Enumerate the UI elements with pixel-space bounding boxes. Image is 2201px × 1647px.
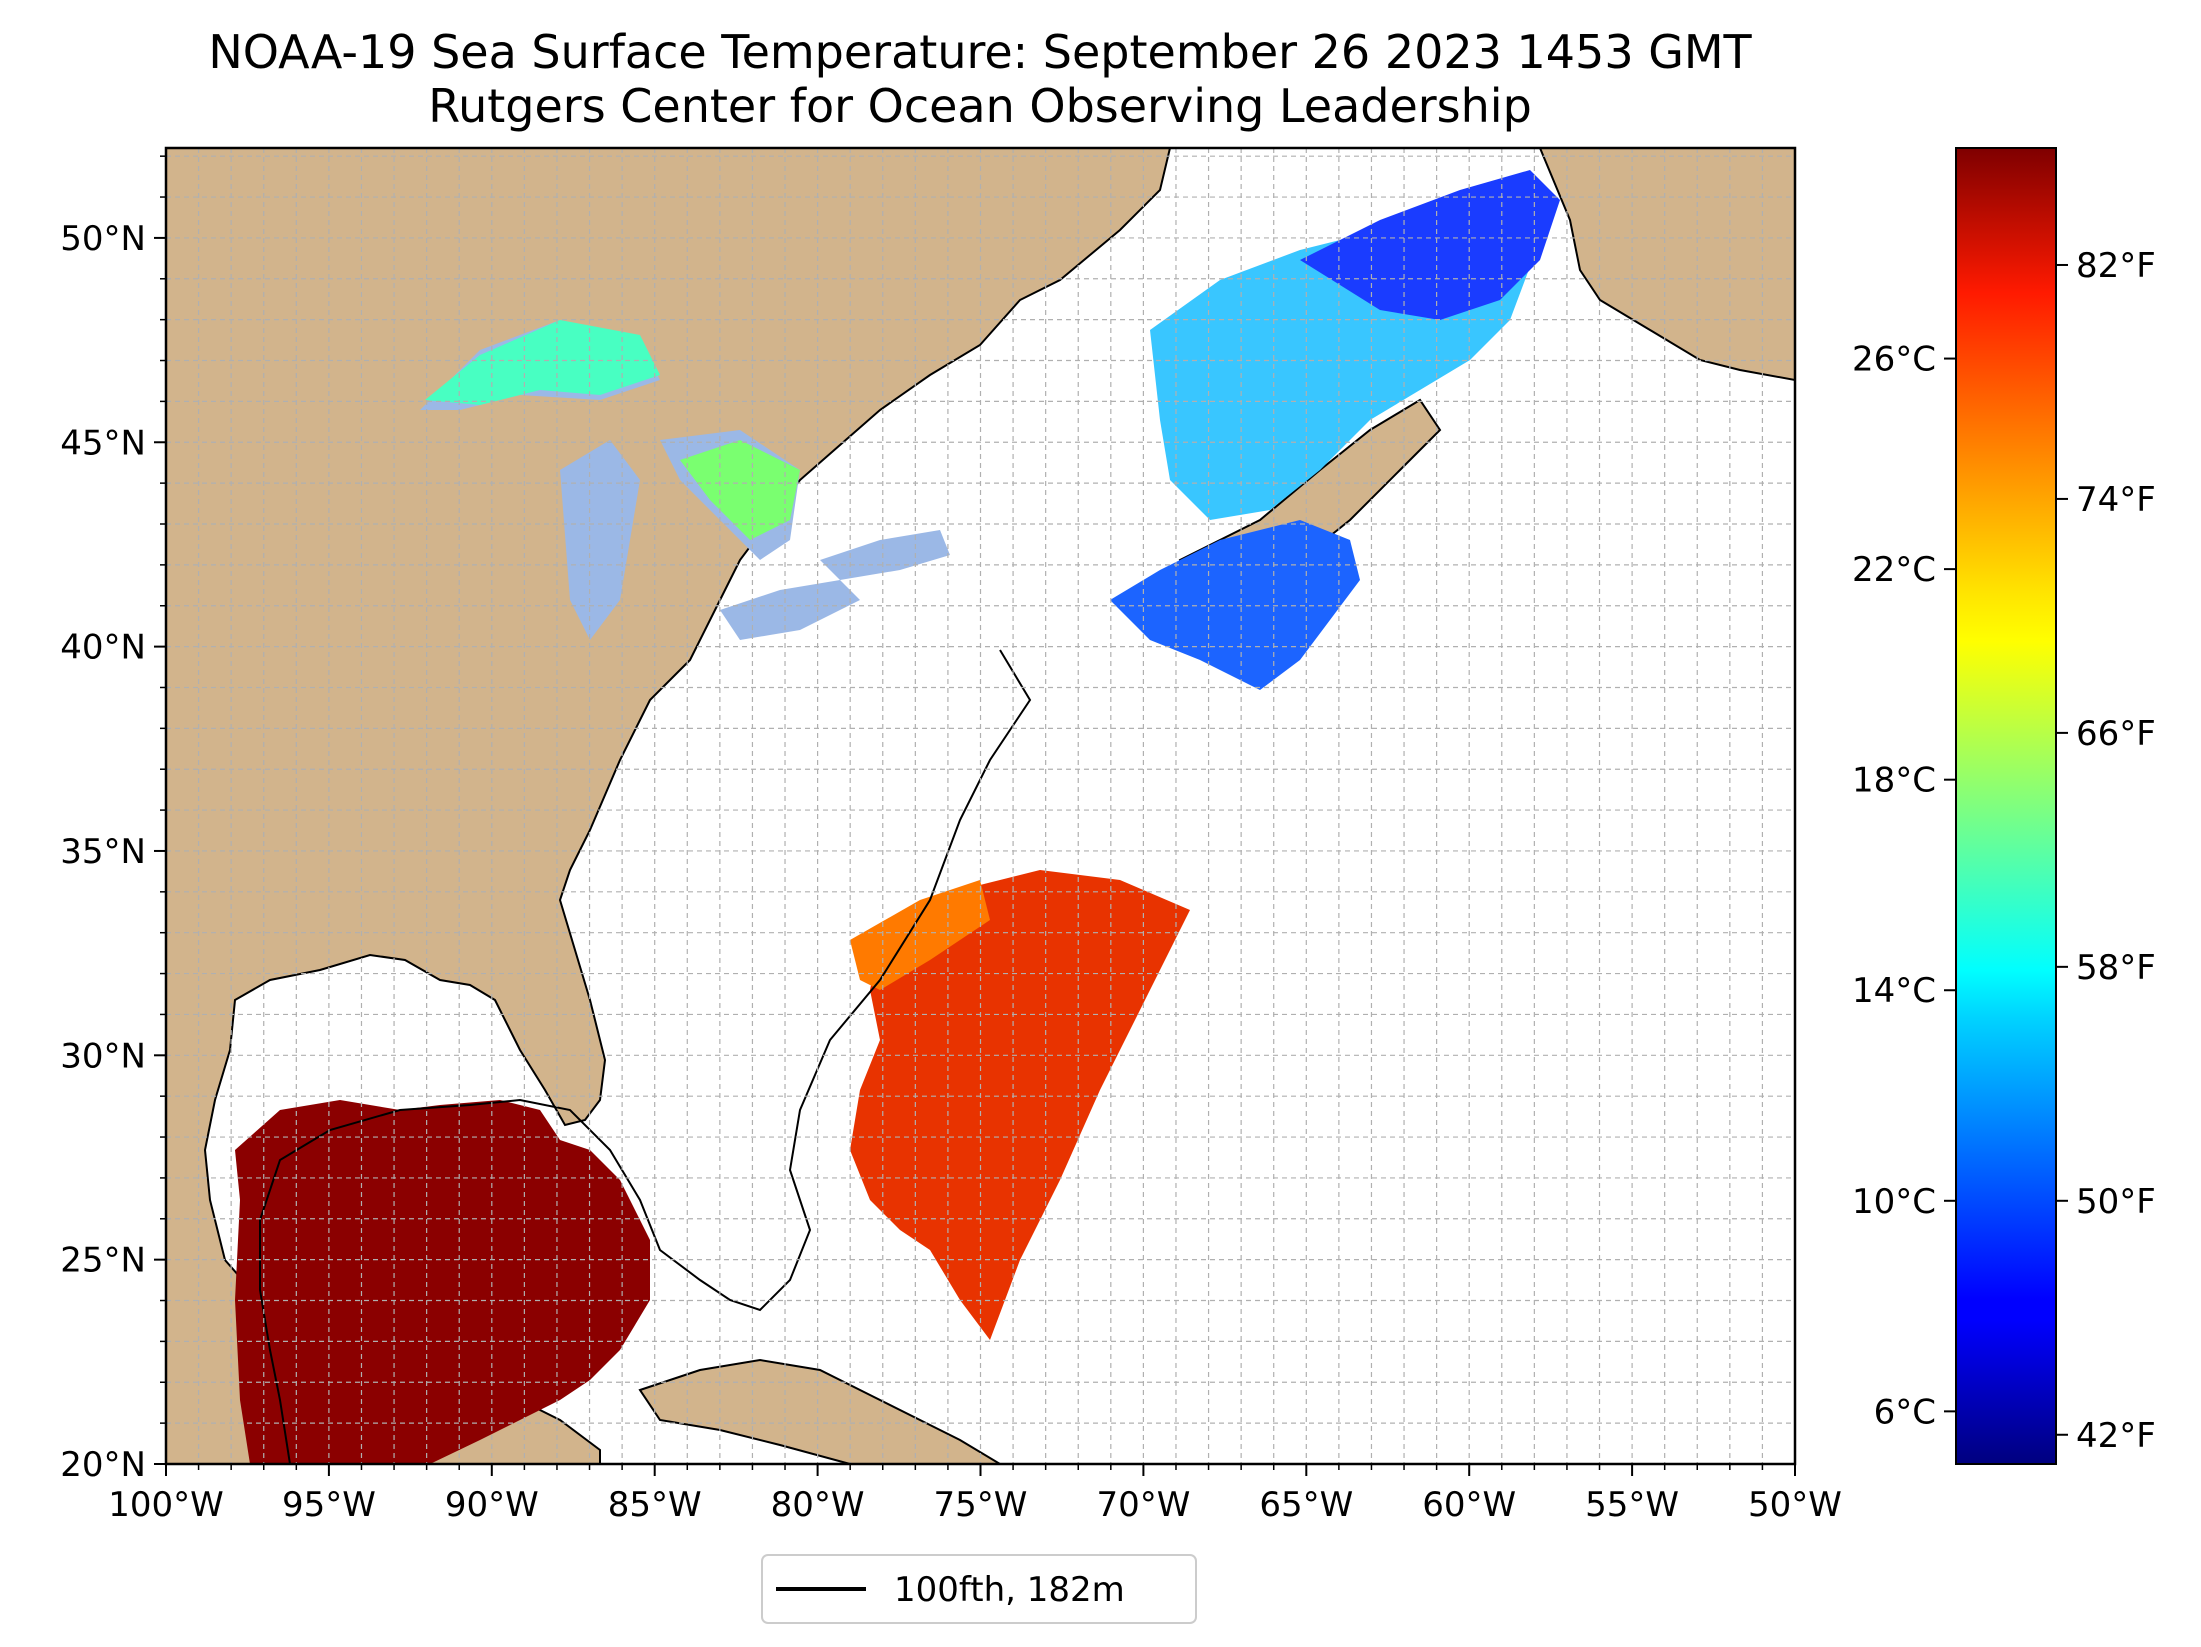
latitude-tick-label: 40°N xyxy=(60,628,146,668)
sst-labrador-sea xyxy=(1300,170,1560,320)
celsius-tick-label: 26°C xyxy=(1852,340,1936,380)
figure-title: NOAA-19 Sea Surface Temperature: Septemb… xyxy=(208,25,1752,79)
longitude-tick-label: 95°W xyxy=(282,1485,376,1525)
map-gridlines xyxy=(166,148,1795,1464)
legend-box xyxy=(761,1554,1197,1624)
celsius-tick-label: 22°C xyxy=(1852,550,1936,590)
legend-label: 100fth, 182m xyxy=(894,1570,1125,1610)
latitude-tick-label: 35°N xyxy=(60,832,146,872)
latitude-tick-label: 45°N xyxy=(60,423,146,463)
sst-mid-atlantic-bight xyxy=(850,870,1190,1340)
sst-carolina-shelf xyxy=(850,880,990,990)
colorbar-fahrenheit-axis: 42°F 50°F 58°F 66°F 74°F 82°F xyxy=(2056,246,2156,1456)
fahrenheit-tick-label: 42°F xyxy=(2076,1416,2156,1456)
legend: 100fth, 182m xyxy=(761,1554,1197,1624)
longitude-tick-label: 80°W xyxy=(771,1485,865,1525)
celsius-tick-label: 6°C xyxy=(1874,1392,1936,1432)
longitude-tick-label: 90°W xyxy=(445,1485,539,1525)
sst-lake-huron xyxy=(680,440,800,540)
sst-swath xyxy=(235,170,1560,1464)
fahrenheit-tick-label: 74°F xyxy=(2076,480,2156,520)
latitude-tick-label: 30°N xyxy=(60,1036,146,1076)
longitude-tick-label: 100°W xyxy=(108,1485,224,1525)
atlantic-canada-land xyxy=(1538,148,1795,382)
sst-lake-superior xyxy=(425,320,660,405)
latitude-tick-label: 25°N xyxy=(60,1241,146,1281)
longitude-tick-label: 60°W xyxy=(1422,1485,1516,1525)
latitude-tick-label: 50°N xyxy=(60,219,146,259)
sst-gulf-of-mexico xyxy=(235,1100,650,1464)
longitude-tick-label: 55°W xyxy=(1585,1485,1679,1525)
isobath-100fth-line xyxy=(259,649,1032,1464)
fahrenheit-tick-label: 58°F xyxy=(2076,948,2156,988)
fahrenheit-tick-label: 50°F xyxy=(2076,1182,2156,1222)
colorbar-celsius-axis: 6°C 10°C 14°C 18°C 22°C 26°C xyxy=(1852,340,1956,1432)
colorbar: 6°C 10°C 14°C 18°C 22°C 26°C 42°F 50°F 58°F 66°F… xyxy=(1852,147,2156,1465)
longitude-axis: 100°W 95°W 90°W 85°W 80°W 75°W 70°W 65°W 60°W 55°… xyxy=(108,1464,1842,1525)
latitude-axis: 50°N 45°N 40°N 35°N 30°N 25°N 20°N xyxy=(60,155,166,1485)
map-panel: 50°N 45°N 40°N 35°N 30°N 25°N 20°N 100°W 95°W 90… xyxy=(60,146,1842,1525)
fahrenheit-tick-label: 82°F xyxy=(2076,246,2156,286)
latitude-tick-label: 20°N xyxy=(60,1445,146,1485)
figure-subtitle: Rutgers Center for Ocean Observing Leade… xyxy=(428,79,1532,133)
longitude-tick-label: 75°W xyxy=(934,1485,1028,1525)
longitude-tick-label: 70°W xyxy=(1096,1485,1190,1525)
celsius-tick-label: 10°C xyxy=(1852,1182,1936,1222)
fahrenheit-tick-label: 66°F xyxy=(2076,714,2156,754)
longitude-tick-label: 50°W xyxy=(1748,1485,1842,1525)
celsius-tick-label: 14°C xyxy=(1852,971,1936,1011)
longitude-tick-label: 65°W xyxy=(1259,1485,1353,1525)
sst-gulf-of-maine xyxy=(1110,520,1360,690)
colorbar-gradient xyxy=(1955,147,2057,1465)
longitude-tick-label: 85°W xyxy=(608,1485,702,1525)
celsius-tick-label: 18°C xyxy=(1852,761,1936,801)
